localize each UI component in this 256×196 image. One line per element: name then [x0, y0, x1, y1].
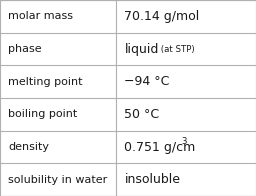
- Text: density: density: [8, 142, 49, 152]
- Text: 50 °C: 50 °C: [124, 108, 159, 121]
- Text: (at STP): (at STP): [158, 44, 195, 54]
- Text: −94 °C: −94 °C: [124, 75, 170, 88]
- Text: 0.751 g/cm: 0.751 g/cm: [124, 141, 196, 153]
- Text: molar mass: molar mass: [8, 11, 73, 21]
- Text: phase: phase: [8, 44, 42, 54]
- Text: insoluble: insoluble: [124, 173, 180, 186]
- Text: 3: 3: [182, 137, 187, 146]
- Text: liquid: liquid: [124, 43, 159, 55]
- Text: solubility in water: solubility in water: [8, 175, 107, 185]
- Text: 70.14 g/mol: 70.14 g/mol: [124, 10, 200, 23]
- Text: boiling point: boiling point: [8, 109, 77, 119]
- Text: melting point: melting point: [8, 77, 82, 87]
